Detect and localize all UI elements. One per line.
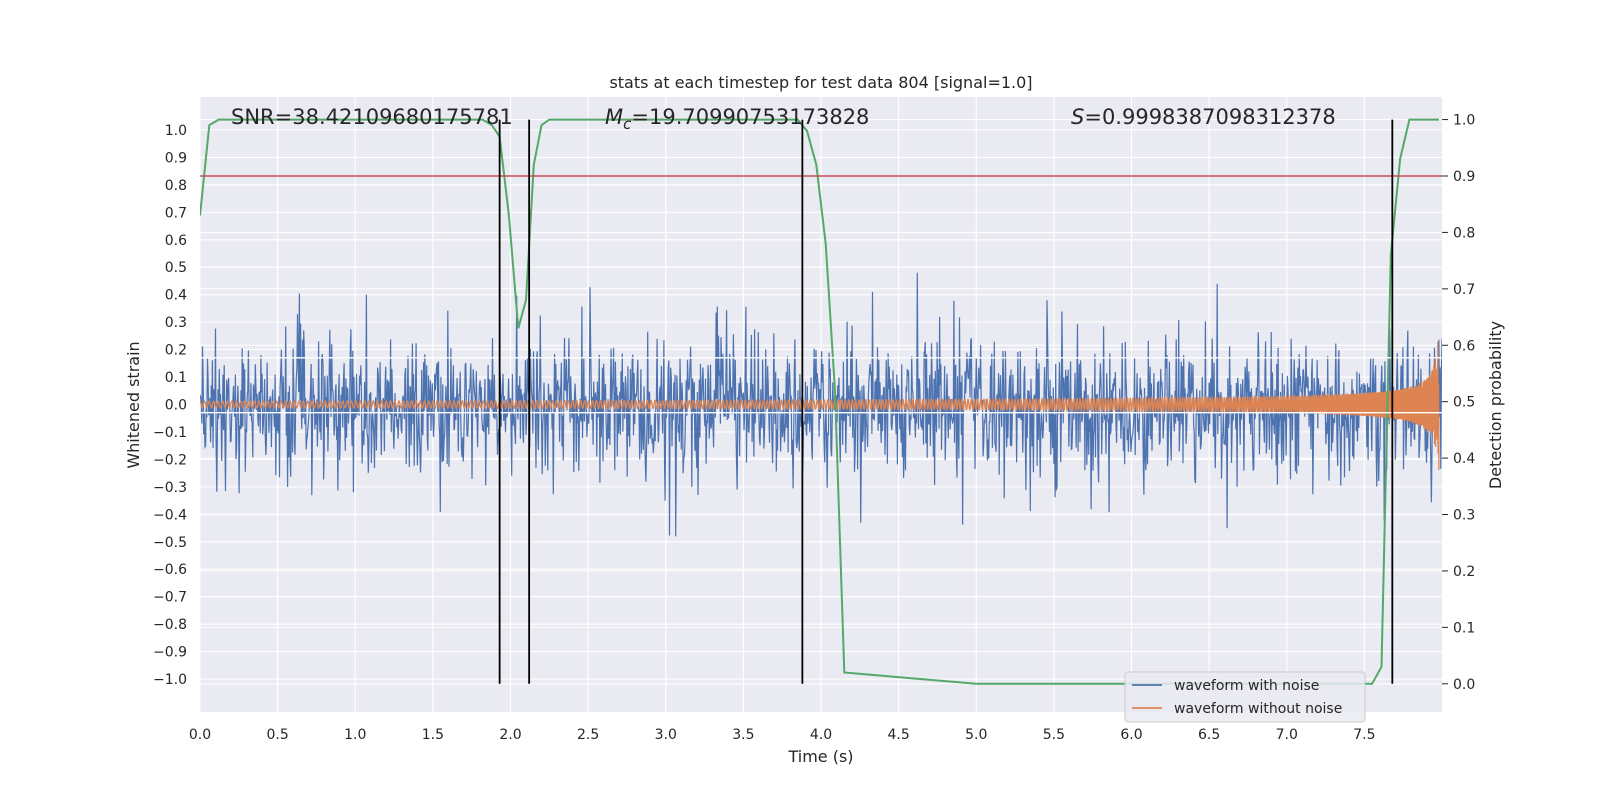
x-tick-label: 5.0	[965, 727, 987, 743]
y-tick-label: 0.1	[165, 370, 187, 386]
y-right-tick-label: 0.9	[1453, 169, 1475, 185]
y-tick-label: 0.8	[165, 178, 187, 194]
chirp-mass-value: =19.70990753173828	[631, 105, 869, 129]
chirp-mass-annotation: Mc=19.70990753173828	[605, 105, 869, 133]
x-tick-label: 4.0	[810, 727, 832, 743]
x-tick-label: 7.0	[1276, 727, 1298, 743]
y-tick-label: 0.5	[165, 260, 187, 276]
chirp-mass-symbol: M	[605, 105, 623, 129]
y-tick-label: −0.6	[153, 562, 187, 578]
y-right-tick-label: 1.0	[1453, 113, 1475, 129]
legend-label-clean: waveform without noise	[1174, 701, 1342, 717]
snr-annotation: SNR=38.42109680175781	[231, 105, 513, 129]
x-tick-label: 1.0	[344, 727, 366, 743]
x-tick-label: 0.5	[266, 727, 288, 743]
y-axis-label: Whitened strain	[124, 341, 143, 468]
x-tick-label: 5.5	[1043, 727, 1065, 743]
y-right-tick-label: 0.4	[1453, 451, 1475, 467]
y-tick-label: −1.0	[153, 672, 187, 688]
y-tick-label: 0.9	[165, 150, 187, 166]
x-tick-label: 3.0	[655, 727, 677, 743]
y-tick-label: −0.7	[153, 590, 187, 606]
tick-layer: 0.0 0.5 1.0 1.5 2.0 2.5 3.0 3.5 4.0 4.5 5.0 5.5 6.0 6…	[153, 113, 1475, 743]
s-symbol: S	[1071, 105, 1084, 129]
y-right-tick-label: 0.5	[1453, 395, 1475, 411]
y-tick-label: −0.4	[153, 507, 187, 523]
legend-box	[1124, 671, 1366, 723]
y-axis-label-right: Detection probability	[1486, 321, 1505, 489]
x-tick-label: 6.5	[1198, 727, 1220, 743]
s-annotation: S=0.9998387098312378	[1071, 105, 1336, 129]
chart-title: stats at each timestep for test data 804…	[609, 73, 1032, 92]
y-right-tick-label: 0.8	[1453, 225, 1475, 241]
legend-label-noise: waveform with noise	[1174, 678, 1319, 694]
y-right-tick-label: 0.0	[1453, 677, 1475, 693]
y-tick-label: 0.6	[165, 233, 187, 249]
y-tick-label: 0.7	[165, 205, 187, 221]
y-tick-label: −0.3	[153, 480, 187, 496]
overlay-layer	[200, 119, 1442, 684]
y-tick-label: 0.0	[165, 398, 187, 414]
y-right-tick-label: 0.3	[1453, 508, 1475, 524]
s-value: =0.9998387098312378	[1084, 105, 1335, 129]
x-tick-label: 7.5	[1353, 727, 1375, 743]
x-tick-label: 3.5	[732, 727, 754, 743]
y-tick-label: 0.3	[165, 315, 187, 331]
y-tick-label: −0.8	[153, 617, 187, 633]
y-tick-label: −0.5	[153, 535, 187, 551]
x-tick-label: 1.5	[422, 727, 444, 743]
y-right-tick-label: 0.7	[1453, 282, 1475, 298]
x-tick-label: 4.5	[887, 727, 909, 743]
y-tick-label: 0.4	[165, 288, 187, 304]
x-axis-label: Time (s)	[787, 747, 853, 766]
chirp-mass-subscript: c	[623, 115, 632, 133]
x-tick-label: 6.0	[1120, 727, 1142, 743]
y-right-tick-label: 0.1	[1453, 620, 1475, 636]
y-right-tick-label: 0.2	[1453, 564, 1475, 580]
y-tick-label: 0.2	[165, 343, 187, 359]
y-tick-label: −0.1	[153, 425, 187, 441]
series-waveform-without-noise	[200, 341, 1440, 470]
y-right-tick-label: 0.6	[1453, 338, 1475, 354]
x-tick-label: 2.0	[499, 727, 521, 743]
x-tick-label: 2.5	[577, 727, 599, 743]
x-tick-label: 0.0	[189, 727, 211, 743]
legend: waveform with noise waveform without noi…	[1124, 671, 1366, 723]
y-tick-label: −0.2	[153, 452, 187, 468]
y-tick-label: 1.0	[165, 123, 187, 139]
y-tick-label: −0.9	[153, 645, 187, 661]
